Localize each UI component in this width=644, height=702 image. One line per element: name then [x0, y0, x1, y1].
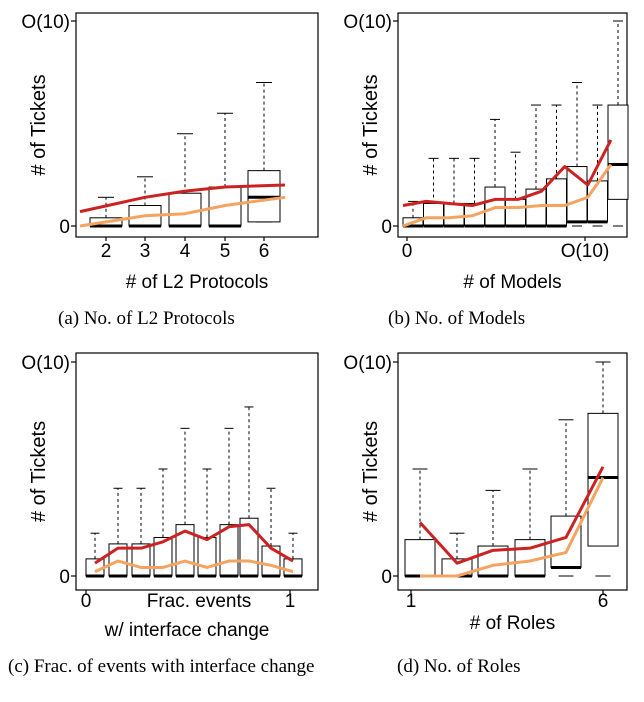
x-tick-label: 1	[285, 591, 296, 612]
box	[197, 536, 217, 577]
series-line-red	[402, 139, 613, 207]
panel-caption: (d) No. of Roles	[397, 656, 521, 677]
plot-frame	[397, 352, 628, 591]
box	[168, 192, 202, 227]
y-tick-label: O(10)	[343, 353, 392, 374]
box	[404, 539, 436, 577]
x-axis-label: # of Models	[463, 272, 561, 293]
series-line-orange	[94, 559, 294, 574]
panel-caption: (a) No. of L2 Protocols	[58, 308, 235, 329]
x-axis-label: # of Roles	[470, 613, 556, 634]
x-tick-label: O(10)	[561, 241, 610, 262]
y-axis-label: # of Tickets	[28, 74, 50, 175]
series-line-red	[418, 466, 605, 565]
series-line-red	[79, 183, 286, 214]
x-tick-label: 0	[81, 591, 92, 612]
box	[283, 558, 303, 577]
x-axis-label-line1: Frac. events	[147, 591, 252, 612]
y-axis-label: # of Tickets	[360, 74, 382, 175]
panel-caption: (b) No. of Models	[388, 308, 526, 329]
x-tick-label: 2	[101, 241, 112, 262]
series-line-red	[94, 523, 294, 565]
y-tick-label: 0	[59, 217, 70, 238]
y-tick-label: 0	[381, 567, 392, 588]
x-tick-label: 5	[220, 241, 231, 262]
box	[239, 517, 259, 577]
chart-panel-4: 0 O(10) # of Tickets 1 6 # of Roles	[343, 352, 628, 634]
y-tick-label: 0	[381, 217, 392, 238]
x-tick-label: 6	[598, 591, 609, 612]
panel-caption: (c) Frac. of events with interface chang…	[8, 656, 315, 677]
y-axis-label: # of Tickets	[360, 421, 382, 522]
y-axis-label: # of Tickets	[28, 421, 50, 522]
x-axis-label: # of L2 Protocols	[126, 272, 269, 293]
y-tick-label: O(10)	[21, 12, 70, 33]
x-tick-label: 6	[259, 241, 270, 262]
box	[423, 202, 444, 227]
box	[505, 198, 526, 227]
chart-panel-1: 0 O(10) # of Tickets 2 3 4 5 6 # of L2 Protocols	[21, 12, 319, 293]
box	[546, 178, 567, 227]
x-tick-label: 0	[402, 241, 413, 262]
box	[587, 180, 608, 223]
x-tick-label: 3	[140, 241, 151, 262]
chart-panel-3: 0 O(10) # of Tickets 0 1 Frac. events w/ inter…	[21, 352, 319, 641]
box	[219, 524, 239, 577]
x-axis-label-line2: w/ interface change	[104, 620, 270, 641]
box	[607, 104, 629, 200]
series-line-orange	[402, 163, 613, 228]
x-tick-label: 4	[180, 241, 191, 262]
x-tick-label: 1	[406, 591, 417, 612]
box	[587, 412, 619, 547]
series-line-orange	[420, 476, 605, 578]
plot-frame	[75, 352, 319, 591]
y-tick-label: 0	[59, 567, 70, 588]
y-tick-label: O(10)	[21, 353, 70, 374]
y-tick-label: O(10)	[343, 12, 392, 33]
series-line-orange	[79, 195, 286, 228]
box	[443, 202, 465, 227]
plot-frame	[75, 12, 319, 238]
